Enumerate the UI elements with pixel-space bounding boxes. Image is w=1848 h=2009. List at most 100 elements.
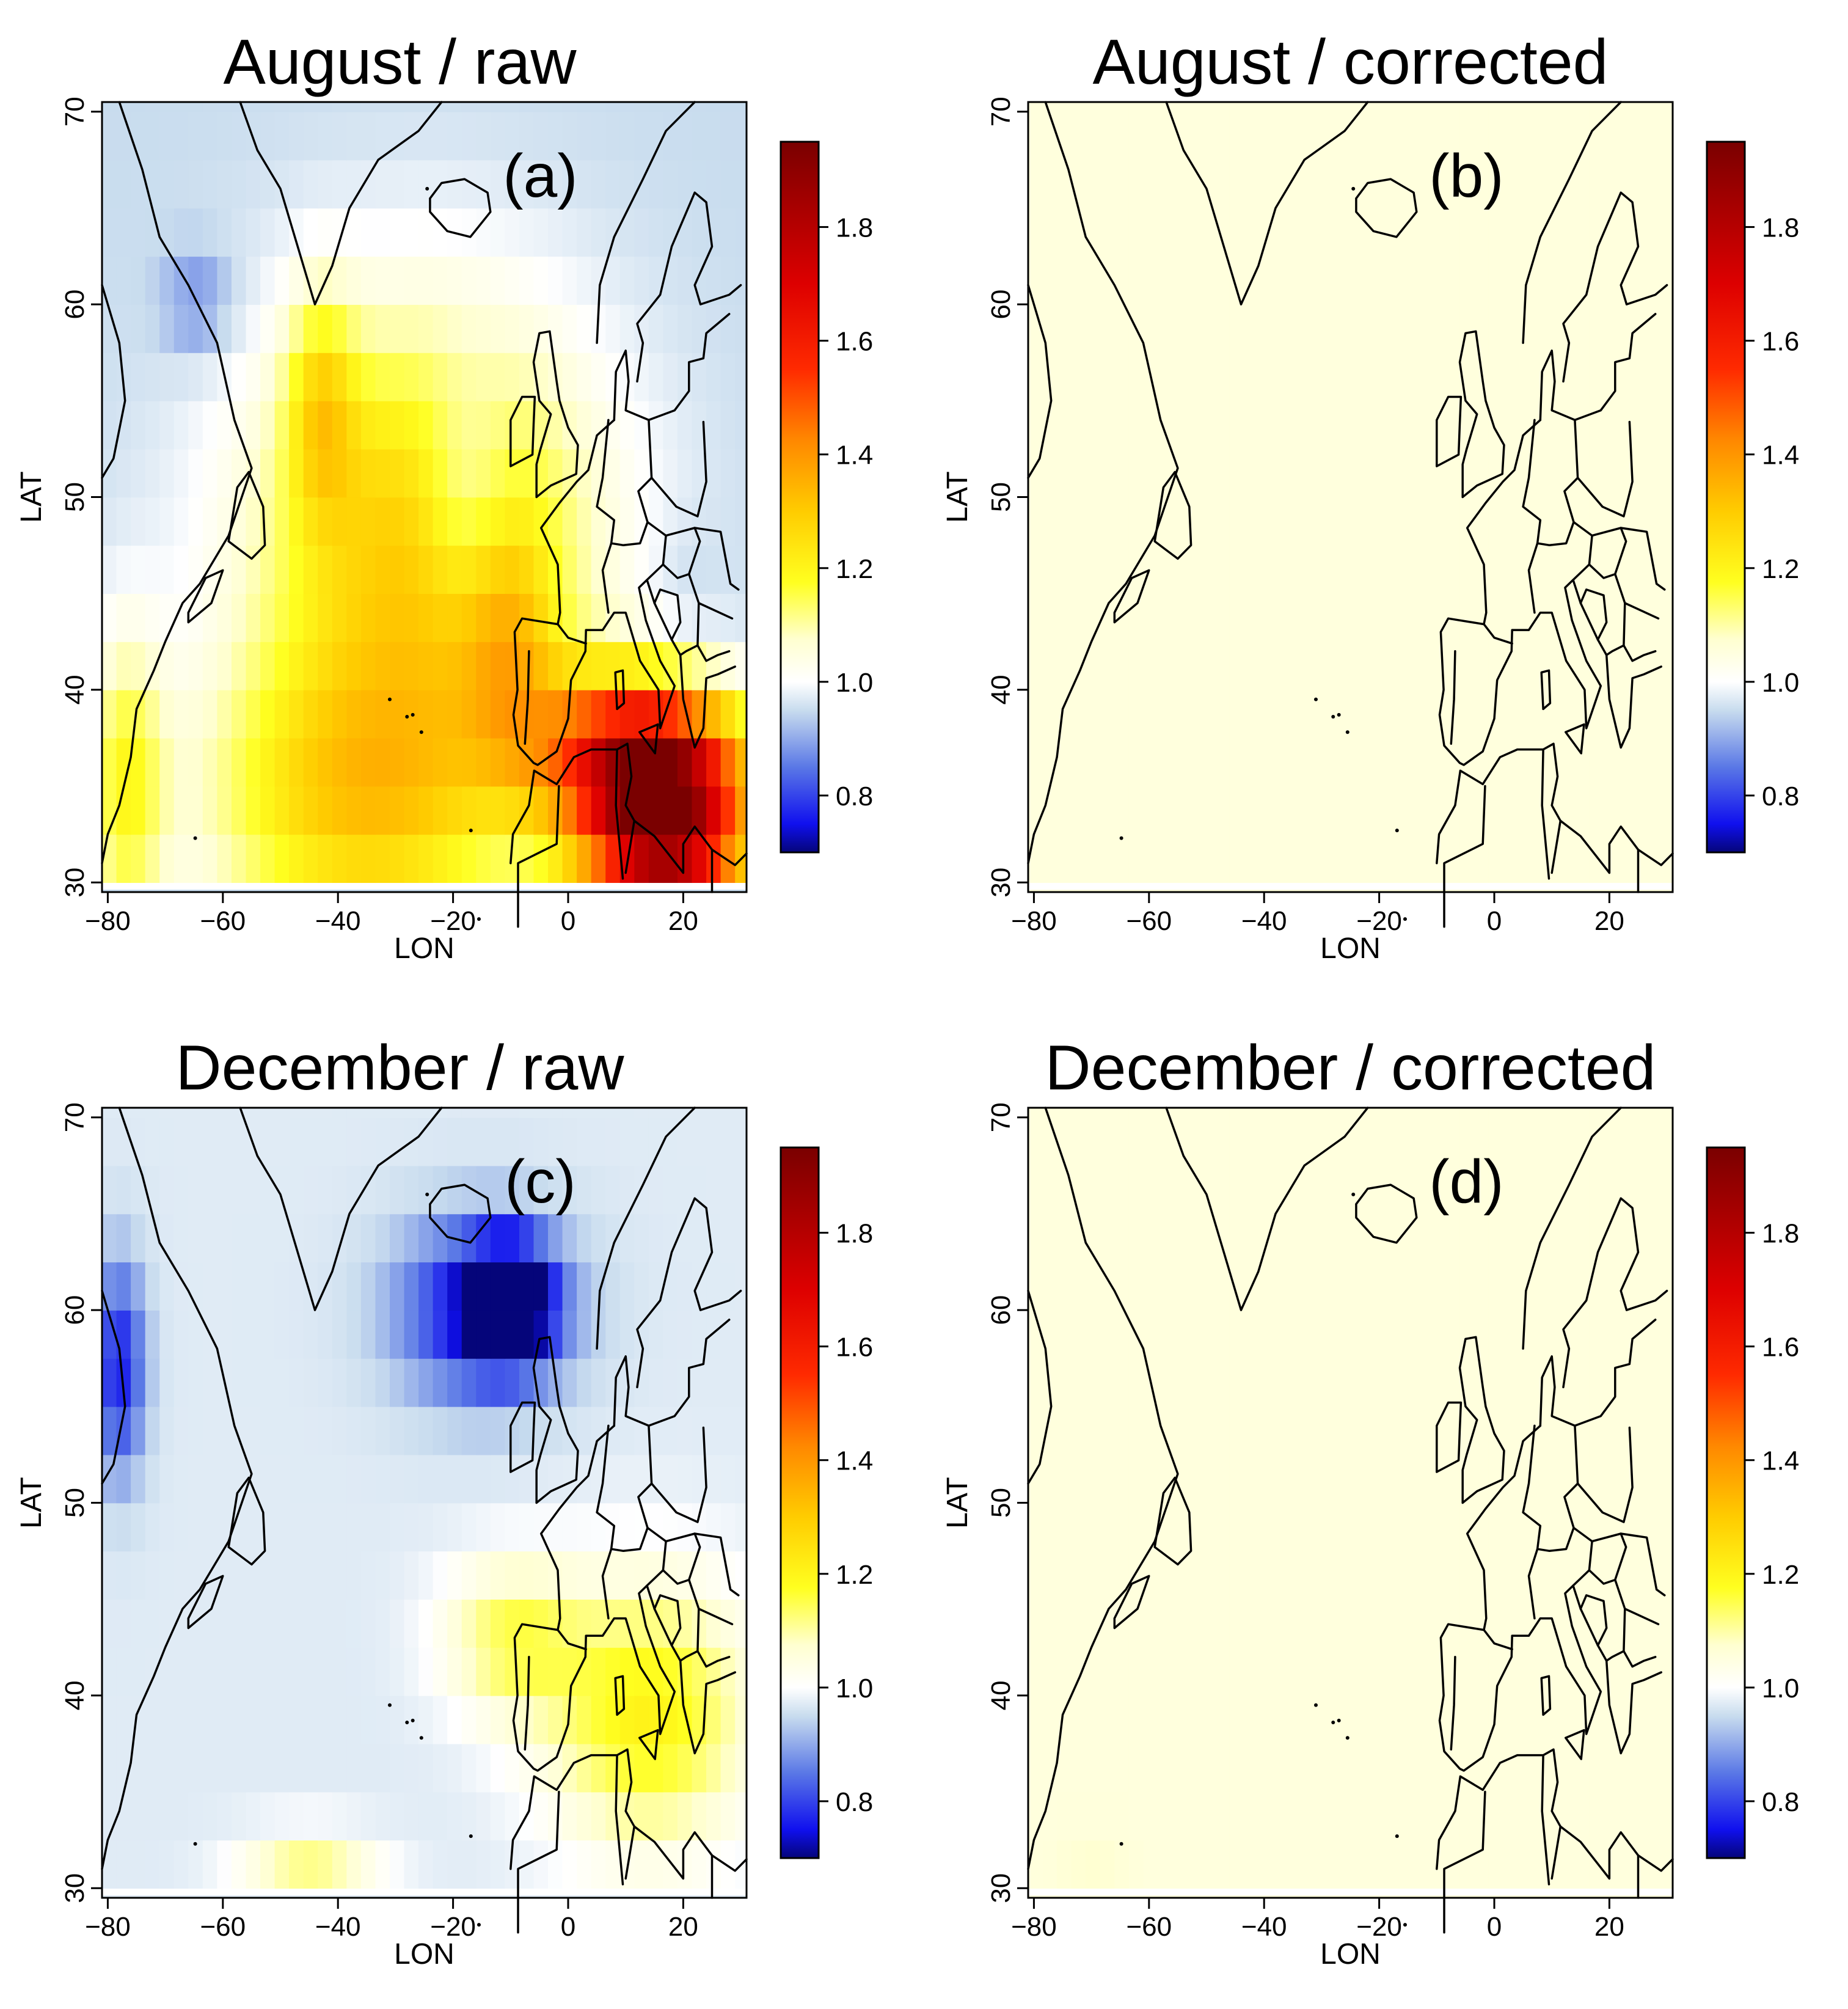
heatmap-cell [1186, 1406, 1202, 1455]
heatmap-cell [217, 1108, 232, 1118]
heatmap-cell [1546, 1213, 1561, 1263]
heatmap-cell [404, 545, 419, 594]
heatmap-cell [1273, 1647, 1288, 1696]
heatmap-cell [1114, 1117, 1130, 1166]
heatmap-cell [131, 1165, 146, 1215]
heatmap-cell [188, 1165, 203, 1215]
colorbar-scale [1706, 1146, 1746, 1859]
coastline [1579, 588, 1608, 641]
heatmap-cell [461, 1599, 477, 1648]
heatmap-cell [1416, 1117, 1432, 1166]
heatmap-cell [1215, 1358, 1230, 1407]
heatmap-cell [619, 1502, 635, 1552]
heatmap-cell [188, 1117, 203, 1166]
heatmap-cell [1387, 1454, 1403, 1504]
heatmap-cell [389, 1743, 405, 1793]
heatmap-cell [332, 256, 348, 305]
heatmap-cell [692, 545, 707, 594]
heatmap-cell [461, 834, 477, 884]
heatmap-cell [1042, 834, 1057, 884]
x-tick-label: 0 [1487, 1912, 1502, 1942]
heatmap-cell [548, 102, 563, 112]
heatmap-cell [418, 256, 434, 305]
heatmap-cell [1301, 208, 1317, 257]
y-tick-label: 50 [986, 1488, 1016, 1518]
heatmap-cell [1589, 111, 1604, 161]
heatmap-cell [346, 1840, 362, 1889]
heatmap-cell [1172, 834, 1187, 884]
coastline [1113, 1575, 1150, 1630]
heatmap-cell [562, 102, 577, 112]
heatmap-cell [231, 1310, 247, 1359]
heatmap-cell [490, 497, 506, 546]
heatmap-cell [1517, 111, 1533, 161]
heatmap-cell [1071, 111, 1086, 161]
heatmap-cell [246, 400, 261, 450]
heatmap-cell [173, 1695, 189, 1744]
heatmap-cell [1445, 1406, 1461, 1455]
heatmap-cell [735, 304, 747, 353]
heatmap-cell [490, 642, 506, 690]
heatmap-cell [1359, 497, 1374, 546]
heatmap-cell [1287, 545, 1302, 594]
heatmap-cell [433, 1599, 448, 1648]
island [1345, 1736, 1349, 1740]
heatmap-cell [202, 1743, 218, 1793]
heatmap-cell [1345, 545, 1360, 594]
heatmap-cell [1042, 1108, 1057, 1118]
heatmap-cell [605, 111, 621, 161]
heatmap-cell [1387, 1406, 1403, 1455]
heatmap-cell [260, 448, 276, 498]
heatmap-cell [720, 1108, 736, 1118]
heatmap-cell [360, 1551, 376, 1600]
heatmap-cell [619, 304, 635, 353]
heatmap-cell [1301, 1551, 1317, 1600]
heatmap-cell [1258, 304, 1274, 353]
heatmap-cell [404, 1358, 419, 1407]
heatmap-cell [217, 834, 232, 884]
coastline [1355, 178, 1418, 238]
heatmap-cell [360, 834, 376, 884]
heatmap-cell [332, 737, 348, 787]
heatmap-cell [318, 593, 333, 642]
heatmap-cell [1200, 1454, 1216, 1504]
heatmap-cell [173, 1108, 189, 1118]
heatmap-cell [1028, 545, 1043, 594]
heatmap-cell [1387, 1840, 1403, 1889]
heatmap-cell [404, 1406, 419, 1455]
heatmap-cell [1200, 1358, 1216, 1407]
heatmap-cell [1042, 1599, 1057, 1648]
heatmap-cell [116, 689, 131, 739]
heatmap-cell [1071, 1791, 1086, 1841]
heatmap-cell [360, 352, 376, 401]
heatmap-cell [1229, 102, 1245, 112]
heatmap-cell [1200, 208, 1216, 257]
heatmap-cell [1416, 208, 1432, 257]
heatmap-cell [1057, 1108, 1072, 1118]
coastline [1539, 313, 1657, 422]
heatmap-cell [1028, 1599, 1043, 1648]
heatmap-cell [346, 593, 362, 642]
heatmap-cell [490, 1840, 506, 1889]
heatmap-cell [360, 1743, 376, 1793]
heatmap-cell [1646, 786, 1662, 835]
heatmap-cell [1416, 642, 1432, 690]
heatmap-cell [1632, 1599, 1648, 1648]
heatmap-cell [1287, 102, 1302, 112]
heatmap-cell [1273, 545, 1288, 594]
heatmap-cell [1431, 256, 1446, 305]
heatmap-cell [404, 1647, 419, 1696]
heatmap-cell [519, 159, 535, 209]
heatmap-cell [1402, 1502, 1417, 1552]
heatmap-cell [663, 159, 678, 209]
heatmap-cell [1229, 1454, 1245, 1504]
heatmap-cell [102, 1502, 117, 1552]
heatmap-cell [131, 1599, 146, 1648]
heatmap-cell [548, 1213, 563, 1263]
heatmap-cell [619, 1551, 635, 1600]
coastlines [1027, 1107, 1674, 1934]
heatmap-cell [1459, 102, 1475, 112]
heatmap-cell [1114, 737, 1130, 787]
heatmap-cell [260, 1406, 276, 1455]
heatmap-cell [1459, 1840, 1475, 1889]
